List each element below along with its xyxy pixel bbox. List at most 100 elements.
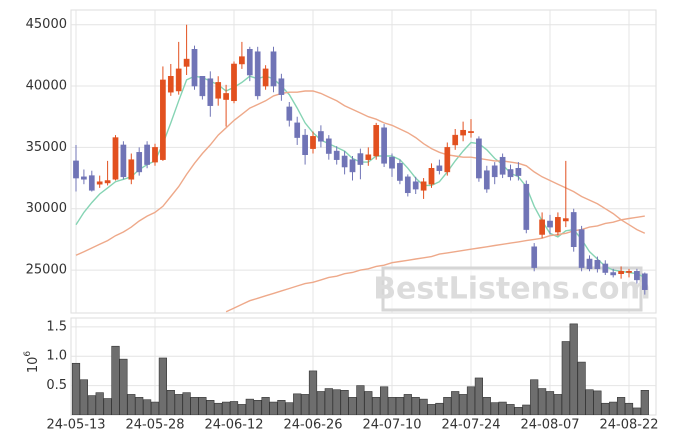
volume-tick-label: 0.5 — [46, 378, 67, 393]
candle-body — [586, 258, 593, 270]
candle-body — [412, 181, 419, 190]
candle-body — [81, 176, 87, 180]
volume-bar — [285, 402, 294, 415]
volume-bar — [308, 370, 318, 415]
volume-bar — [395, 397, 405, 415]
candle-body — [523, 183, 530, 230]
volume-bar — [569, 323, 578, 415]
candle-body — [562, 218, 569, 222]
volume-bar — [316, 391, 326, 415]
scale-exponent: 6 — [23, 351, 33, 357]
candle-body — [373, 125, 380, 157]
candle-body — [191, 49, 198, 87]
scale-base: 10 — [26, 357, 41, 374]
y-tick-label: 25000 — [26, 263, 67, 278]
candle-body — [239, 56, 245, 65]
candle-body — [491, 165, 498, 178]
volume-bar — [356, 385, 365, 415]
x-tick-label: 24-08-22 — [599, 418, 658, 433]
x-tick-label: 24-08-07 — [520, 418, 579, 433]
candle-body — [428, 167, 435, 185]
volume-bar — [253, 400, 262, 415]
volume-bar — [490, 402, 499, 415]
watermark-group: BestListens.com — [373, 266, 651, 312]
volume-bar — [79, 379, 88, 415]
candle-body — [555, 217, 561, 233]
volume-bar — [498, 401, 507, 415]
volume-bar — [95, 392, 104, 415]
candle-body — [404, 176, 411, 194]
volume-bar — [514, 407, 523, 415]
volume-bar — [214, 402, 223, 415]
candle-body — [144, 144, 150, 165]
volume-bar — [537, 388, 547, 415]
x-tick-label: 24-07-10 — [362, 418, 421, 433]
candle-body — [547, 220, 553, 228]
volume-bar — [364, 391, 373, 415]
candle-body — [215, 82, 222, 99]
candle-body — [594, 260, 601, 270]
volume-bar — [324, 388, 333, 415]
candle-body — [531, 246, 538, 268]
candle-body — [96, 181, 103, 185]
candle-body — [641, 273, 648, 290]
volume-scale: 106 — [23, 351, 41, 374]
candle-body — [104, 180, 111, 184]
volume-bar — [640, 390, 649, 415]
volume-bar — [135, 397, 144, 415]
volume-bar — [348, 397, 357, 415]
volume-bar — [609, 401, 618, 415]
volume-bar — [451, 391, 460, 415]
volume-bar — [182, 392, 191, 415]
volume-bar — [522, 404, 531, 415]
candle-body — [483, 170, 490, 190]
volume-bar — [632, 407, 641, 415]
candle-body — [618, 271, 624, 274]
volume-bar — [593, 390, 602, 415]
candle-body — [420, 181, 427, 191]
watermark: BestListens.com — [373, 272, 651, 307]
candle-body — [207, 78, 214, 106]
candle-body — [302, 134, 308, 156]
price-frame — [70, 9, 657, 314]
volume-bar — [577, 361, 586, 415]
volume-bar — [245, 398, 254, 415]
average-line — [75, 90, 646, 256]
candle-body — [365, 154, 372, 160]
volume-panel — [71, 323, 649, 415]
candle-body — [349, 159, 356, 173]
volume-bar — [435, 402, 444, 415]
volume-bar — [293, 393, 302, 415]
volume-bar — [150, 401, 160, 415]
candle-body — [397, 163, 403, 181]
candle-body — [160, 79, 166, 160]
volume-bar — [269, 401, 278, 415]
watermark-box — [381, 266, 643, 312]
volume-bar — [553, 394, 562, 415]
candle-body — [262, 68, 269, 87]
candle-body — [381, 127, 387, 164]
volume-bar — [387, 397, 397, 415]
candle-body — [246, 49, 253, 76]
volume-bar — [277, 400, 286, 415]
volume-bar — [166, 390, 175, 415]
volume-bar — [71, 362, 81, 415]
volume-bar — [222, 401, 231, 415]
volume-bar — [466, 386, 476, 415]
volume-bar — [458, 394, 468, 415]
x-tick-label: 24-05-28 — [125, 418, 184, 433]
volume-bar — [585, 389, 594, 415]
volume-bar — [127, 394, 136, 415]
candle-body — [626, 271, 632, 273]
candle-body — [318, 131, 324, 142]
candle-body — [167, 75, 174, 93]
candle-body — [389, 156, 395, 169]
volume-bar — [87, 395, 96, 415]
candle-body — [539, 219, 545, 235]
candle-body — [476, 138, 482, 179]
volume-bar — [300, 394, 310, 415]
candle-body — [499, 156, 506, 175]
candle-body — [152, 147, 158, 163]
volume-bar — [332, 389, 341, 415]
